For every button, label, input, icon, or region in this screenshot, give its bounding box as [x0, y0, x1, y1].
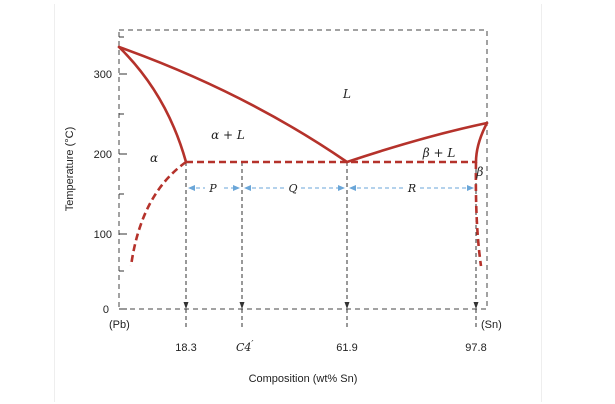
composition-guides	[185, 162, 477, 329]
span-label-r: R	[407, 182, 416, 195]
span-label-bg-r	[404, 181, 420, 195]
phase-diagram-figure: 0 100 200 300 Temperature (°C) (Pb) (Sn)…	[54, 4, 542, 402]
solvus-alpha	[129, 160, 187, 267]
dashed-boundaries	[129, 160, 483, 267]
plot-frame	[118, 29, 488, 310]
region-label-beta: β	[476, 165, 484, 179]
y-axis-title: Temperature (°C)	[64, 127, 76, 211]
x-marker-18-3: 18.3	[175, 342, 196, 354]
y-tick-300: 300	[94, 69, 112, 81]
y-tick-200: 200	[94, 149, 112, 161]
region-label-alpha: α	[150, 151, 158, 165]
liquidus-left	[117, 45, 349, 164]
solvus-beta	[474, 161, 483, 267]
guide-arrowheads	[183, 302, 479, 309]
phase-boundaries	[117, 45, 489, 164]
solidus-alpha	[117, 45, 188, 164]
region-label-liquid: L	[342, 87, 351, 101]
sn-end-label: (Sn)	[481, 319, 502, 331]
region-label-beta-plus-liquid: β + L	[422, 146, 456, 160]
pb-sn-phase-diagram: 0 100 200 300 Temperature (°C) (Pb) (Sn)…	[64, 29, 502, 385]
solidus-beta	[474, 121, 489, 164]
x-marker-97-8: 97.8	[465, 342, 486, 354]
span-label-p: P	[208, 182, 217, 195]
y-tick-0: 0	[103, 304, 109, 316]
span-label-q: Q	[288, 182, 297, 195]
y-tick-100: 100	[94, 229, 112, 241]
x-marker-61-9: 61.9	[336, 342, 357, 354]
region-label-alpha-plus-liquid: α + L	[211, 128, 245, 142]
span-arrowheads	[188, 185, 474, 191]
x-axis-title: Composition (wt% Sn)	[249, 373, 358, 385]
x-marker-c4: C4′	[236, 340, 253, 354]
liquidus-right	[345, 121, 489, 164]
y-axis-ticks	[119, 36, 127, 310]
span-label-bg-q	[285, 181, 301, 195]
pb-end-label: (Pb)	[109, 319, 130, 331]
span-label-bg-p	[205, 181, 221, 195]
